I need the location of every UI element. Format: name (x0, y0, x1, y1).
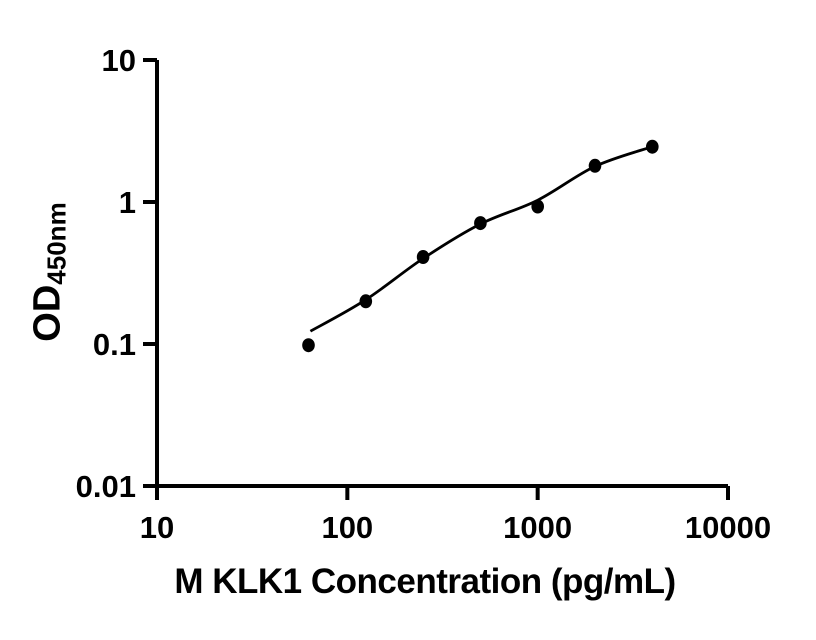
data-point (302, 338, 315, 353)
x-tick-label: 10 (140, 510, 174, 545)
y-tick-label: 1 (119, 185, 136, 220)
data-point (646, 139, 659, 154)
x-tick-label: 10000 (685, 510, 771, 545)
y-axis-label-main: OD (26, 284, 69, 342)
data-point (531, 199, 544, 214)
y-tick-label: 10 (102, 43, 136, 78)
data-point (588, 158, 602, 173)
y-axis-label: OD450nm (26, 202, 72, 342)
y-tick-label: 0.1 (93, 327, 136, 362)
x-tick-label: 100 (321, 510, 373, 545)
data-point (474, 216, 487, 231)
y-tick-label: 0.01 (76, 469, 136, 504)
data-point (416, 250, 430, 264)
data-point (359, 294, 373, 309)
x-tick-label: 1000 (503, 510, 572, 545)
y-axis-label-subscript: 450nm (41, 202, 72, 285)
x-axis-label: M KLK1 Concentration (pg/mL) (174, 562, 676, 601)
